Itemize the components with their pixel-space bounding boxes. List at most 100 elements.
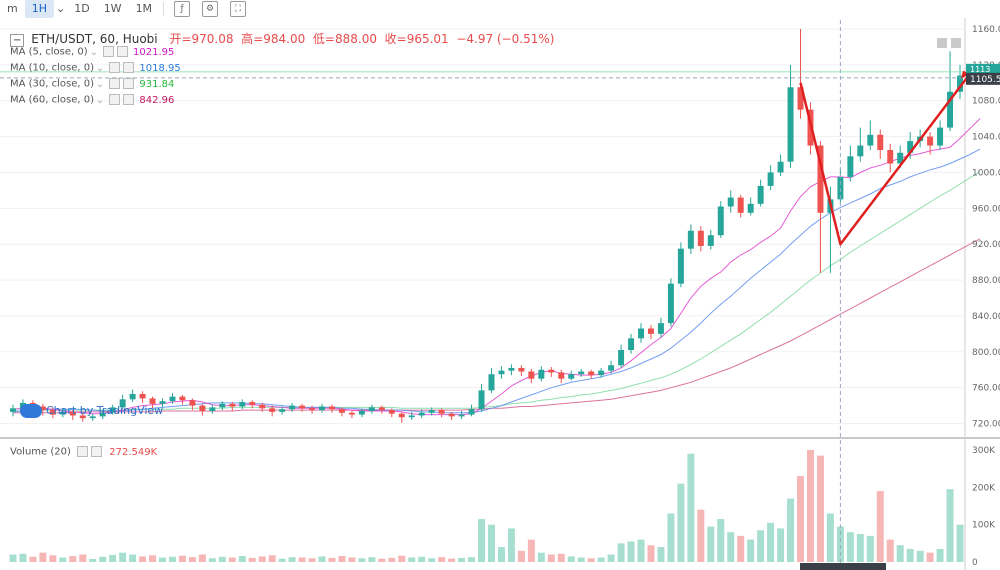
volume-bar [89, 559, 97, 562]
volume-bar [697, 509, 705, 562]
volume-bar [886, 539, 894, 562]
annotation-trendline [799, 73, 971, 246]
candle-body [319, 406, 326, 411]
ma-close-icon[interactable] [123, 94, 135, 105]
volume-bar [79, 554, 87, 562]
ma-legend-value: 931.84 [139, 78, 175, 90]
ma60-line [13, 238, 981, 414]
ma-legend-value: 842.96 [139, 94, 175, 106]
interval-1m[interactable]: 1M [135, 2, 153, 15]
candle-body [239, 402, 246, 407]
toolbar-divider [163, 2, 165, 16]
candle-body [697, 230, 704, 246]
volume-bar [906, 548, 914, 562]
candle-body [638, 328, 645, 339]
candle-body [578, 371, 585, 375]
settings-icon[interactable]: ⚙ [202, 1, 219, 17]
interval-1d[interactable]: 1D [74, 2, 90, 15]
volume-bar [637, 539, 645, 562]
volume-bar [109, 554, 117, 562]
candle-body [508, 367, 515, 371]
candle-body [657, 323, 664, 334]
volume-bar [836, 526, 844, 562]
ma-close-icon[interactable] [117, 46, 129, 57]
candle-body [927, 136, 934, 146]
interval-minutes[interactable]: m [7, 2, 18, 15]
ma-legend-row[interactable]: MA (5, close, 0) ⌄ 1021.95 [10, 46, 174, 58]
candle-body [628, 338, 635, 351]
ma-legend-row[interactable]: MA (60, close, 0) ⌄ 842.96 [10, 94, 174, 106]
ma-legend-label: MA (30, close, 0) [10, 78, 95, 90]
volume-bar [59, 557, 67, 562]
chevron-down-icon[interactable]: ⌄ [89, 46, 99, 58]
ma-settings-icon[interactable] [109, 62, 121, 73]
ma-legend-row[interactable]: MA (10, close, 0) ⌄ 1018.95 [10, 62, 181, 74]
price-tick-label: 760.00 [972, 384, 1000, 394]
volume-bar [298, 557, 306, 562]
ma-settings-icon[interactable] [109, 94, 121, 105]
volume-bar [418, 556, 426, 562]
volume-bar [218, 556, 226, 562]
ma-legend-row[interactable]: MA (30, close, 0) ⌄ 931.84 [10, 78, 174, 90]
volume-bar [577, 557, 585, 562]
candle-body [797, 87, 804, 110]
fullscreen-icon[interactable]: ⛶ [230, 1, 247, 17]
ma30-line [13, 171, 981, 411]
candle-body [618, 350, 625, 366]
candle-body [39, 406, 46, 411]
volume-bar [747, 539, 755, 562]
candle-body [249, 402, 256, 405]
volume-bar [787, 498, 795, 562]
volume-bar [517, 550, 525, 562]
ma-close-icon[interactable] [123, 62, 135, 73]
chevron-down-icon[interactable]: ⌄ [96, 94, 105, 106]
candle-body [109, 407, 116, 413]
interval-1w[interactable]: 1W [103, 2, 122, 15]
candle-body [299, 405, 306, 409]
price-tick-label: 1080.00 [972, 97, 1000, 107]
chevron-down-icon[interactable]: ⌄ [96, 62, 105, 74]
tradingview-watermark[interactable]: Chart by TradingView [20, 404, 163, 418]
ma-close-icon[interactable] [123, 78, 135, 89]
candle-body [328, 406, 335, 410]
volume-bar [208, 558, 216, 562]
candle-body [588, 371, 595, 376]
candle-body [79, 415, 86, 419]
candle-body [687, 230, 694, 249]
candle-body [438, 410, 445, 414]
volume-settings-icon[interactable] [77, 446, 89, 457]
candle-body [608, 365, 615, 371]
chevron-down-icon[interactable]: ⌄ [56, 2, 66, 15]
ma10-line [12, 148, 981, 414]
volume-close-icon[interactable] [91, 446, 103, 457]
volume-bar [926, 552, 934, 562]
volume-bar [448, 558, 456, 562]
collapse-icon[interactable]: − [10, 34, 25, 47]
indicator-icon[interactable]: ƒ [174, 1, 191, 17]
candle-body [358, 410, 365, 415]
candle-body [448, 413, 455, 417]
volume-bar [856, 534, 864, 562]
ma-settings-icon[interactable] [103, 46, 115, 57]
volume-bar [238, 556, 246, 562]
volume-bar [487, 524, 495, 562]
ma-legend-value: 1018.95 [139, 62, 181, 74]
volume-bar [378, 558, 386, 562]
ma-settings-icon[interactable] [109, 78, 121, 89]
chevron-down-icon[interactable]: ⌄ [96, 78, 105, 90]
scroll-up-icon [951, 38, 961, 48]
volume-bar [916, 550, 924, 562]
volume-bar [69, 556, 77, 562]
candle-body [727, 197, 734, 207]
volume-bar [159, 557, 167, 562]
volume-bar [687, 453, 695, 562]
volume-bar [458, 557, 466, 562]
volume-bar [667, 513, 675, 562]
candle-body [468, 409, 475, 415]
volume-bar [707, 526, 715, 562]
volume-bar [438, 557, 446, 562]
interval-1h[interactable]: 1H [24, 0, 54, 18]
candle-body [518, 367, 525, 372]
